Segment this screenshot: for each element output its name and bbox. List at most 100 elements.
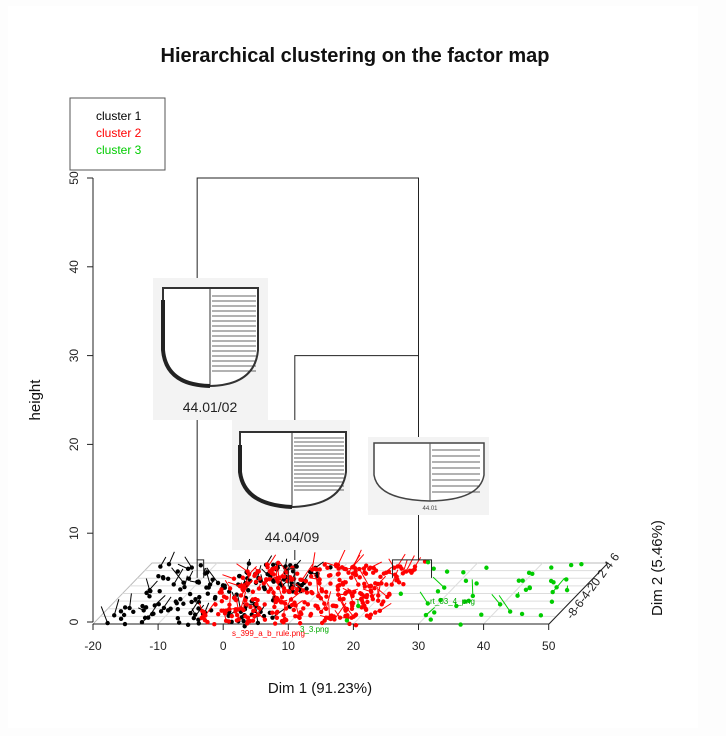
data-point (336, 583, 342, 588)
legend-item: cluster 2 (96, 126, 142, 140)
data-point (241, 607, 246, 613)
y-tick-label: 30 (67, 349, 81, 363)
data-point (178, 587, 183, 592)
data-point (255, 620, 261, 626)
data-point (205, 619, 210, 625)
data-point (396, 580, 402, 585)
data-point (213, 602, 218, 607)
data-point (319, 587, 324, 592)
data-point (412, 567, 417, 572)
x-tick-label: 30 (412, 639, 426, 653)
point-stem (240, 579, 253, 596)
point-stem (379, 602, 392, 612)
data-point (262, 586, 267, 592)
data-point (118, 609, 124, 614)
data-point (377, 608, 383, 614)
data-point (122, 605, 128, 610)
point-stem (311, 552, 316, 570)
data-point (317, 577, 322, 583)
data-point (226, 619, 231, 624)
x-tick-label: 10 (282, 639, 296, 653)
data-point (515, 593, 520, 598)
y-tick-label: 0 (67, 618, 81, 625)
data-point (263, 577, 269, 582)
dendrogram-branch (287, 568, 296, 587)
point-stem (154, 595, 166, 606)
data-point (181, 580, 186, 585)
data-point (197, 594, 202, 600)
data-point (442, 585, 447, 590)
data-point (293, 590, 299, 596)
data-point (253, 579, 259, 585)
point-stem (342, 602, 355, 617)
thumbnail-caption: 44.01 (422, 506, 438, 512)
data-point (341, 596, 346, 602)
data-point (271, 562, 276, 568)
data-point (305, 602, 311, 607)
data-point (330, 603, 335, 608)
data-point (143, 605, 149, 610)
point-stem (206, 567, 219, 584)
data-point (175, 569, 180, 574)
data-point (431, 566, 436, 571)
legend: cluster 1 cluster 2 cluster 3 (69, 97, 166, 171)
data-point (335, 562, 341, 568)
point-stem (243, 572, 252, 586)
data-point (256, 586, 262, 591)
point-stem (391, 569, 399, 585)
data-point (151, 611, 156, 616)
pottery-profile (238, 445, 293, 509)
data-point (369, 589, 374, 595)
data-point (181, 601, 186, 606)
data-point (282, 574, 287, 579)
data-point (324, 594, 329, 599)
thumbnail-caption: 44.04/09 (265, 529, 320, 545)
data-point (198, 563, 204, 568)
data-point (158, 609, 164, 614)
data-point (527, 585, 532, 590)
data-point (319, 620, 325, 626)
z-axis-label: Dim 2 (5.46%) (649, 520, 666, 616)
data-point (196, 600, 202, 605)
pottery-hatching (294, 437, 344, 491)
x-axis-label: Dim 1 (91.23%) (268, 680, 372, 697)
data-point (283, 601, 288, 606)
legend-box (69, 97, 166, 171)
data-point (381, 571, 387, 576)
data-point (302, 600, 307, 605)
data-point (466, 598, 471, 603)
data-point (140, 603, 145, 609)
data-point (564, 577, 569, 582)
data-point (261, 581, 266, 586)
data-point (395, 564, 400, 569)
data-point (274, 596, 279, 602)
data-point (290, 565, 295, 570)
data-point (313, 603, 318, 608)
data-point (274, 576, 279, 582)
point-stem (325, 591, 332, 609)
point-stem (236, 563, 248, 572)
data-point (292, 600, 297, 605)
thumbnail-44-01: 44.01 (368, 437, 489, 515)
data-point (254, 601, 259, 607)
data-point (323, 606, 329, 611)
data-point (256, 569, 261, 574)
data-point (139, 620, 145, 625)
data-point (372, 610, 378, 615)
data-point (310, 590, 315, 596)
data-point (317, 567, 322, 572)
data-point (301, 606, 306, 611)
data-point (310, 567, 315, 572)
data-point (274, 615, 280, 620)
data-point (121, 612, 127, 618)
x-ticks: -20 -10 0 10 20 30 40 50 (84, 624, 556, 653)
data-point (392, 572, 398, 577)
data-point (568, 562, 574, 568)
data-point (403, 569, 409, 574)
data-point (349, 600, 354, 606)
data-point (191, 615, 197, 621)
data-point (174, 601, 179, 606)
data-point (288, 597, 294, 602)
data-point (217, 590, 222, 595)
